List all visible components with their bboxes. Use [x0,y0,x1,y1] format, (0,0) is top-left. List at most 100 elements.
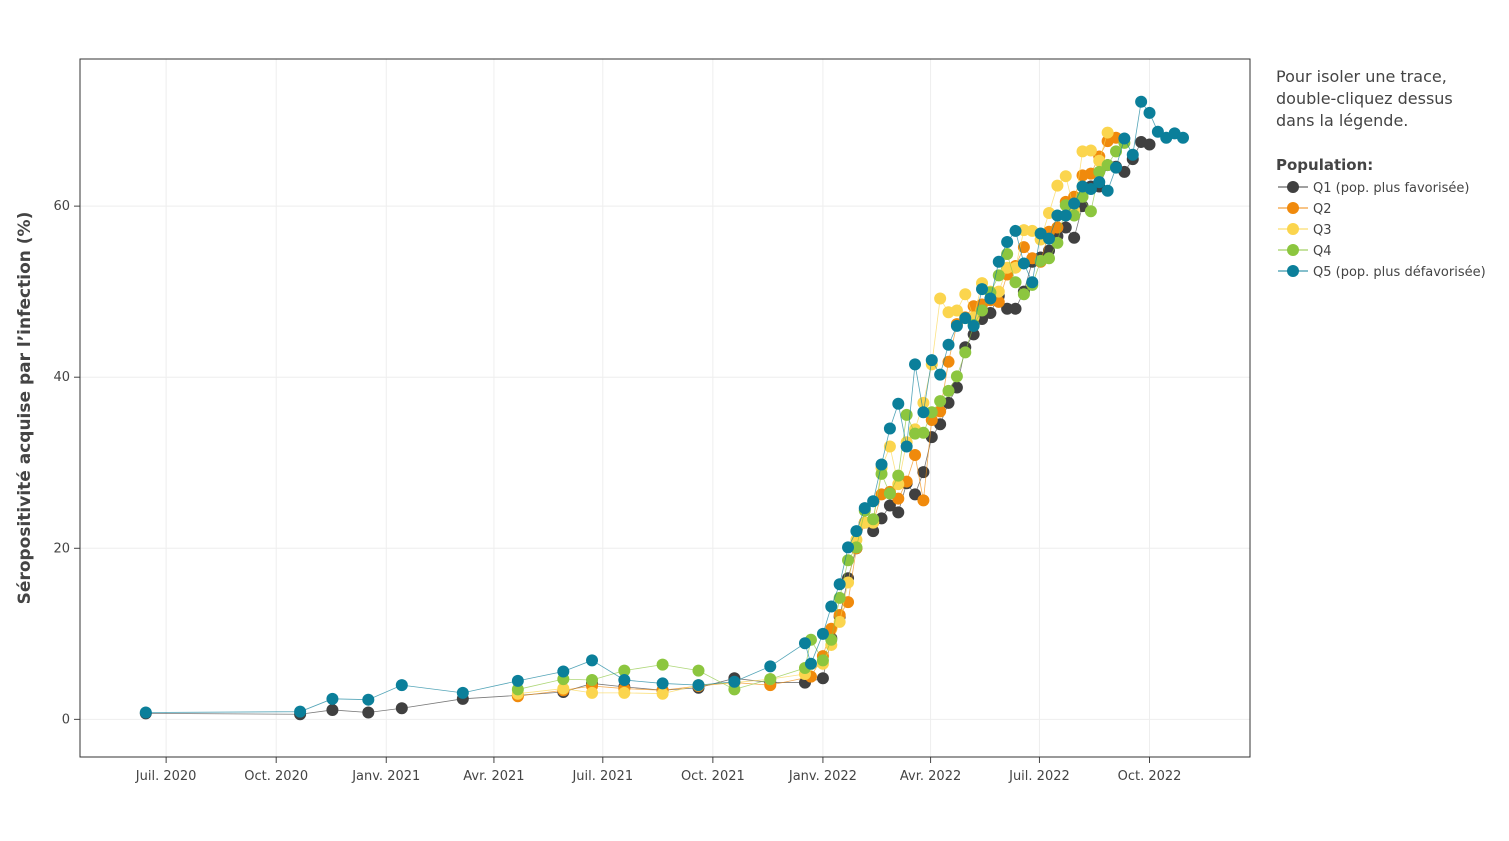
marker [804,657,817,670]
legend-label: Q5 (pop. plus défavorisée) [1313,265,1486,280]
series-line [145,141,1150,715]
marker [942,355,955,368]
legend-item[interactable]: Q4 [1278,244,1332,259]
legend-item[interactable]: Q1 (pop. plus favorisée) [1278,181,1469,196]
marker [992,255,1005,268]
legend-label: Q4 [1313,244,1332,259]
marker [883,487,896,500]
marker [618,664,631,677]
marker [618,686,631,699]
y-tick-label: 60 [53,199,70,214]
marker [1076,190,1089,203]
marker [934,395,947,408]
marker [395,679,408,692]
legend-item[interactable]: Q5 (pop. plus défavorisée) [1278,265,1486,280]
marker [934,292,947,305]
marker [557,682,570,695]
legend-marker [1287,244,1299,256]
marker [925,406,938,419]
marker [1059,221,1072,234]
marker [764,660,777,673]
marker [959,288,972,301]
marker [764,673,777,686]
marker [1101,184,1114,197]
marker [867,525,880,538]
marker [892,506,905,519]
y-tick-label: 20 [53,541,70,556]
marker [950,304,963,317]
marker [586,686,599,699]
plot-frame [79,58,1251,758]
marker [883,422,896,435]
legend-marker [1287,265,1299,277]
marker [875,458,888,471]
marker [976,304,989,317]
marker [1143,138,1156,151]
y-tick-label: 0 [62,712,70,727]
marker [892,397,905,410]
marker [816,672,829,685]
legend-item[interactable]: Q2 [1278,202,1332,217]
marker [833,578,846,591]
marker [909,358,922,371]
note: double-cliquez dessus [1276,89,1453,108]
marker [586,674,599,687]
series [511,126,1114,700]
marker [959,312,972,325]
x-tick-label: Juil. 2022 [1008,769,1070,784]
marker [692,664,705,677]
marker [362,706,375,719]
marker [1001,236,1014,249]
marker [900,408,913,421]
series-line [145,100,1184,713]
marker [900,440,913,453]
x-tick-label: Oct. 2020 [244,769,308,784]
marker [825,633,838,646]
marker [825,600,838,613]
legend-marker [1287,202,1299,214]
marker [1068,231,1081,244]
marker [867,513,880,526]
marker [1068,209,1081,222]
marker [816,627,829,640]
marker [950,319,963,332]
x-tick-label: Avr. 2021 [463,769,524,784]
legend-marker [1287,181,1299,193]
marker [984,292,997,305]
x-tick-label: Avr. 2022 [900,769,961,784]
marker [1017,257,1030,270]
x-tick-label: Oct. 2021 [681,769,745,784]
marker [1001,302,1014,315]
marker [656,658,669,671]
series-line [517,132,1109,695]
marker [1084,144,1097,157]
marker [934,368,947,381]
series [511,131,1123,703]
marker [798,637,811,650]
x-tick-label: Janv. 2021 [351,769,420,784]
legend-title: Population: [1276,156,1373,174]
marker [692,679,705,692]
marker [892,469,905,482]
marker [1017,288,1030,301]
marker [728,675,741,688]
y-tick-label: 40 [53,370,70,385]
marker [842,541,855,554]
marker [925,354,938,367]
marker [858,502,871,515]
marker [833,615,846,628]
marker [456,686,469,699]
marker [959,346,972,359]
marker [883,499,896,512]
legend-item[interactable]: Q3 [1278,223,1332,238]
legend-label: Q1 (pop. plus favorisée) [1313,181,1469,196]
marker [909,488,922,501]
marker [1059,170,1072,183]
marker [586,654,599,667]
marker [942,338,955,351]
marker [511,683,524,696]
marker [917,494,930,507]
marker [1051,209,1064,222]
marker [917,406,930,419]
legend-label: Q3 [1313,223,1332,238]
